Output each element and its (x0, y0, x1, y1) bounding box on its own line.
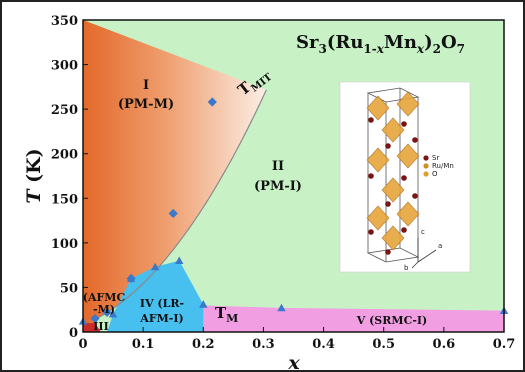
tmit-point-0 (207, 97, 217, 107)
legend-o-dot (423, 171, 429, 177)
sr-atom-2 (385, 143, 391, 149)
octahedron-8 (381, 225, 405, 251)
y-tick-label-7: 350 (51, 14, 78, 29)
tm-point-3 (150, 262, 160, 271)
title-o: O (441, 32, 457, 53)
tm-label-sub: M (226, 312, 238, 325)
atoms (368, 117, 418, 255)
title-sub-3: 3 (318, 42, 326, 56)
axis-c-label: c (421, 228, 425, 236)
sr-atom-3 (368, 173, 374, 179)
sr-atom-0 (368, 117, 374, 123)
data-markers (78, 97, 509, 325)
sr-atom-8 (385, 249, 391, 255)
tm-label: TM (215, 304, 238, 325)
y-axis-label: T (K) (23, 148, 45, 203)
y-tick-label-1: 50 (60, 281, 78, 296)
x-axis-ticks: 0 0.1 0.2 0.3 0.4 0.5 0.6 0.7 (78, 327, 515, 352)
tm-point-5 (199, 300, 208, 308)
region-I-fill (83, 20, 267, 332)
plot-frame (82, 19, 505, 333)
x-tick-label-6: 0.6 (433, 337, 456, 352)
title-mn: Mn (384, 32, 417, 53)
tmit-point-3 (102, 307, 112, 317)
title-sub-1: 1- (363, 42, 376, 56)
title-sub-x2: x (416, 42, 425, 56)
tm-point-4 (175, 256, 184, 265)
region-V-fill (197, 305, 504, 332)
region-III-fill (83, 323, 102, 332)
x-tick-label-1: 0.1 (132, 337, 155, 352)
x-axis-label: x (287, 352, 300, 372)
x-tick-label-0: 0 (78, 337, 87, 352)
legend-ru-dot (423, 163, 429, 169)
octahedron-5 (381, 177, 405, 203)
title-sub-7: 7 (457, 42, 465, 56)
legend-ru-label: Ru/Mn (432, 162, 454, 170)
region-IV-label: IV (LR- (140, 297, 184, 310)
y-tick-label-4: 200 (51, 148, 78, 163)
sr-atom-1 (401, 121, 407, 127)
title-ru: (Ru (327, 32, 364, 53)
octahedron-3 (366, 147, 390, 173)
sr-atom-5 (385, 201, 391, 207)
tm-point-2 (126, 274, 136, 282)
region-II-label: II (272, 159, 284, 174)
tm-point-1 (108, 309, 118, 318)
octahedron-2 (381, 117, 405, 143)
y-tick-label-3: 150 (51, 192, 78, 207)
region-afmc-label: (AFMC (83, 291, 126, 304)
x-tick-label-7: 0.7 (493, 337, 516, 352)
octahedra (366, 91, 420, 251)
crystal-structure-inset: Sr Ru/Mn O c a b (339, 81, 471, 273)
sr-atom-9 (412, 137, 418, 143)
y-tick-label-6: 300 (51, 59, 78, 74)
tm-point-6 (277, 303, 286, 312)
x-tick-label-4: 0.4 (312, 337, 335, 352)
sr-atom-7 (401, 227, 407, 233)
title-sr: Sr (296, 32, 319, 53)
crystal-axes (411, 238, 437, 269)
axis-a-label: a (438, 242, 442, 250)
title-sub-2: 2 (433, 42, 441, 56)
octahedron-4 (396, 143, 420, 169)
title-paren: ) (424, 32, 433, 53)
region-IV-sub: AFM-I) (139, 312, 183, 325)
octahedron-7 (396, 201, 420, 227)
y-tick-label-5: 250 (51, 103, 78, 118)
x-tick-label-5: 0.5 (372, 337, 395, 352)
region-II-sub: (PM-I) (254, 179, 302, 194)
y-tick-label-0: 0 (69, 326, 78, 341)
region-I-label: I (143, 78, 149, 93)
region-V-label: V (SRMC-I) (356, 314, 428, 327)
title-sub-x1: x (376, 42, 385, 56)
legend-o-label: O (432, 170, 438, 178)
y-axis-ticks: 0 50 100 150 200 250 300 350 (51, 14, 88, 341)
sr-atom-6 (368, 229, 374, 235)
octahedron-1 (396, 91, 420, 117)
y-axis-label-unit: (K) (23, 148, 45, 189)
region-III-label: III (93, 320, 108, 333)
x-tick-label-3: 0.3 (252, 337, 275, 352)
y-tick-label-2: 100 (51, 237, 78, 252)
chart-title: Sr3(Ru1-xMnx)2O7 (296, 32, 465, 56)
octahedron-0 (366, 95, 390, 121)
sr-atom-4 (401, 175, 407, 181)
legend-sr-label: Sr (432, 154, 439, 162)
axis-b-label: b (404, 264, 409, 272)
y-axis-label-var: T (23, 188, 45, 204)
tmit-point-4 (90, 314, 100, 324)
region-I-sub: (PM-M) (118, 97, 174, 112)
legend-sr-dot (423, 155, 429, 161)
sr-atom-10 (412, 193, 418, 199)
tmit-boundary-curve (94, 89, 267, 320)
tm-label-t: T (215, 304, 227, 322)
octahedron-6 (366, 205, 390, 231)
region-afmc-sub: -M) (93, 303, 115, 316)
x-tick-label-2: 0.2 (192, 337, 215, 352)
tmit-point-1 (168, 208, 178, 219)
